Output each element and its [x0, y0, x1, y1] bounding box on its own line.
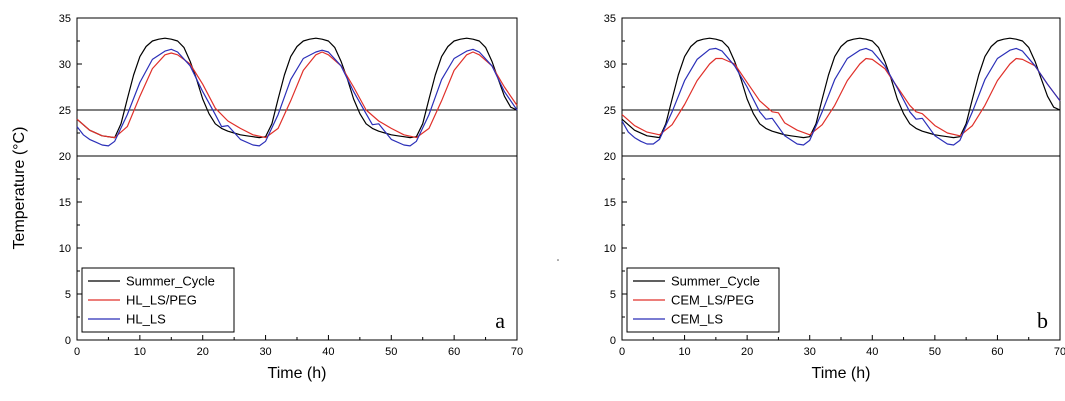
x-tick-label: 60 [448, 346, 460, 358]
series-line-summer-cycle [76, 37, 518, 139]
series-line-hl-ls [76, 48, 518, 147]
x-tick-label: 20 [197, 346, 209, 358]
x-tick-label: 0 [619, 346, 625, 358]
y-tick-label: 25 [59, 105, 71, 117]
y-tick-label: 15 [604, 197, 616, 209]
y-tick-label: 25 [604, 105, 616, 117]
y-tick-label: 35 [59, 13, 71, 25]
x-tick-label: 10 [134, 346, 146, 358]
x-tick-label: 40 [322, 346, 334, 358]
y-tick-label: 20 [59, 151, 71, 163]
legend-entry: HL_LS [126, 312, 166, 327]
legend-entry: CEM_LS/PEG [671, 293, 754, 308]
x-tick-label: 30 [804, 346, 816, 358]
x-tick-label: 70 [1054, 346, 1065, 358]
y-tick-label: 10 [59, 243, 71, 255]
x-tick-label: 70 [511, 346, 523, 358]
legend-entry: Summer_Cycle [126, 274, 215, 289]
x-axis-label: Time (h) [268, 365, 327, 382]
chart-panel-b: 0 5 10 15 20 25 30 35 0 10 20 30 40 50 60 70 Time (h) Sum… [604, 13, 1065, 382]
panel-label: b [1037, 308, 1048, 333]
legend-entry: Summer_Cycle [671, 274, 760, 289]
x-tick-label: 20 [741, 346, 753, 358]
stray-dot [557, 259, 559, 261]
x-axis-label: Time (h) [812, 365, 871, 382]
series-line-summer-cycle [621, 37, 1061, 139]
x-tick-label: 60 [991, 346, 1003, 358]
y-tick-label: 0 [610, 335, 616, 347]
legend-entry: CEM_LS [671, 312, 723, 327]
y-axis-label: Temperature (°C) [11, 127, 28, 250]
x-tick-label: 40 [866, 346, 878, 358]
x-tick-label: 50 [385, 346, 397, 358]
panel-label: a [495, 308, 505, 333]
series-line-hl-ls-peg [76, 51, 518, 139]
x-tick-label: 10 [678, 346, 690, 358]
x-tick-label: 50 [929, 346, 941, 358]
x-tick-label: 0 [74, 346, 80, 358]
y-tick-label: 0 [65, 335, 71, 347]
y-tick-label: 35 [604, 13, 616, 25]
y-tick-label: 15 [59, 197, 71, 209]
y-tick-label: 10 [604, 243, 616, 255]
y-tick-label: 5 [610, 289, 616, 301]
y-tick-label: 30 [604, 59, 616, 71]
y-tick-label: 30 [59, 59, 71, 71]
chart-panel-a: 0 5 10 15 20 25 30 35 0 10 20 30 40 50 60 70 Time (h) Sum… [59, 13, 523, 382]
series-line-cem-ls-peg [621, 57, 1061, 137]
legend-entry: HL_LS/PEG [126, 293, 197, 308]
series-line-cem-ls [621, 47, 1061, 146]
y-tick-label: 5 [65, 289, 71, 301]
y-tick-label: 20 [604, 151, 616, 163]
x-tick-label: 30 [259, 346, 271, 358]
